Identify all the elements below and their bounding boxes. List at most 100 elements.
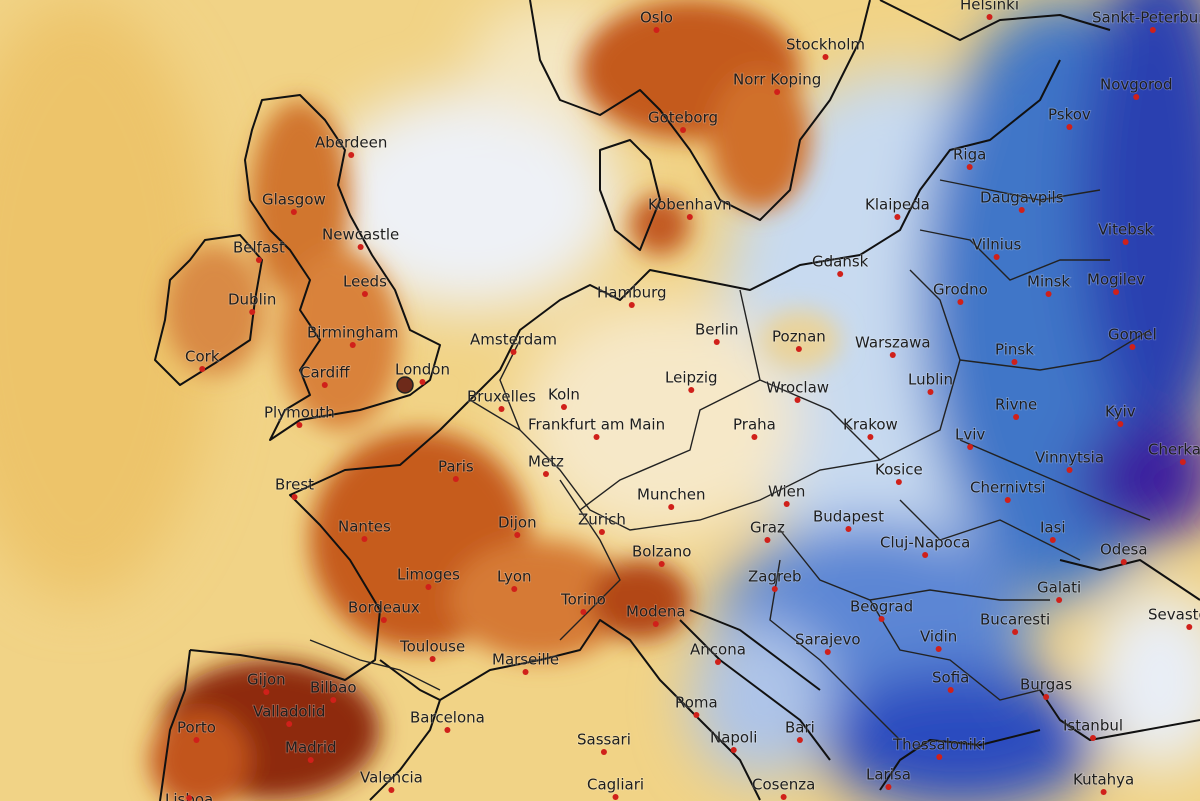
city-label: Lviv [955,426,985,444]
city-dot [193,737,200,743]
city-label: Paris [438,458,474,476]
city-dot [822,54,829,60]
city-label: Leipzig [665,369,718,387]
city-label: Leeds [343,273,387,291]
city-label: Ancona [690,641,746,659]
city-dot [653,27,660,33]
city-label: Zagreb [748,568,802,586]
city-label: Sarajevo [795,631,861,649]
city-dot [1056,597,1063,603]
city-label: Odesa [1100,541,1148,559]
city-dot [1018,207,1025,213]
city-label: Glasgow [262,191,326,209]
coastlines [154,0,1200,801]
city-label: Kyiv [1105,403,1136,421]
city-label: Larisa [866,766,911,784]
city-label: Praha [733,416,776,434]
city-dot [688,387,695,393]
city-dot [1066,467,1073,473]
city-dot [612,794,619,800]
city-dot [889,352,896,358]
city-dot [580,609,587,615]
city-label: Sofia [932,669,969,687]
city-dot [511,586,518,592]
city-dot [1012,629,1019,635]
city-dot [1090,735,1097,741]
city-label: Vitebsk [1098,221,1154,239]
city-dot [936,754,943,760]
city-label: Minsk [1027,273,1070,291]
city-dot [514,532,521,538]
city-label: Toulouse [399,638,465,656]
city-label: Koln [548,386,580,404]
city-label: London [395,361,450,379]
city-label: Nantes [338,518,391,536]
city-dot [794,397,801,403]
city-label: Frankfurt am Main [528,416,665,434]
city-label: Cagliari [587,776,644,794]
city-label: Gijon [247,671,286,689]
city-label: Burgas [1020,676,1072,694]
city-dot [348,152,355,158]
city-dot [658,561,665,567]
city-dot [361,291,368,297]
city-label: Mogilev [1087,271,1145,289]
city-label: Budapest [813,508,884,526]
city-dot [1100,789,1107,795]
city-dot [199,366,206,372]
coastline [154,234,263,386]
city-dot [867,434,874,440]
coastline [859,0,1111,256]
city-dot [255,257,262,263]
city-label: Stockholm [786,36,865,54]
city-dot [380,617,387,623]
city-label: Kosice [875,461,923,479]
city-label: Bruxelles [467,388,536,406]
city-label: Madrid [285,739,337,757]
city-label: Thessaloniki [892,736,986,754]
city-label: Galati [1037,579,1081,597]
city-dot [598,529,605,535]
city-dot [1043,694,1050,700]
city-label: Plymouth [264,404,335,422]
city-label: Rivne [995,396,1037,414]
city-label: Bari [785,719,815,737]
city-label: Amsterdam [470,331,557,349]
city-dot [714,659,721,665]
city-dot [764,537,771,543]
city-dot [894,214,901,220]
city-dot [296,422,303,428]
city-label: Beograd [850,598,913,616]
city-label: Wroclaw [766,379,829,397]
city-dot [1149,27,1156,33]
city-dot [783,501,790,507]
city-dot [922,552,929,558]
city-dot [429,656,436,662]
city-label: Sankt-Peterburg [1092,9,1200,27]
city-label: Riga [953,146,986,164]
city-dot [444,727,451,733]
city-label: Cherkasy [1148,441,1200,459]
city-dot [1120,559,1127,565]
city-label: Aberdeen [315,134,387,152]
city-label: Modena [626,603,686,621]
city-label: Napoli [710,729,757,747]
city-dot [452,476,459,482]
city-dot [878,616,885,622]
city-dot [510,349,517,355]
city-label: Chernivtsi [970,479,1046,497]
city-label: Helsinki [960,0,1019,14]
city-label: Kutahya [1073,771,1134,789]
city-label: Daugavpils [980,189,1064,207]
city-label: Krakow [843,416,898,434]
city-dot [686,214,693,220]
city-label: Sevastopol [1148,606,1200,624]
city-label: Vinnytsia [1035,449,1104,467]
city-dot [795,346,802,352]
city-dot [1011,359,1018,365]
city-dot [560,404,567,410]
city-dot [693,712,700,718]
city-label: Metz [528,453,564,471]
city-dot [1066,124,1073,130]
city-dot [186,795,193,801]
